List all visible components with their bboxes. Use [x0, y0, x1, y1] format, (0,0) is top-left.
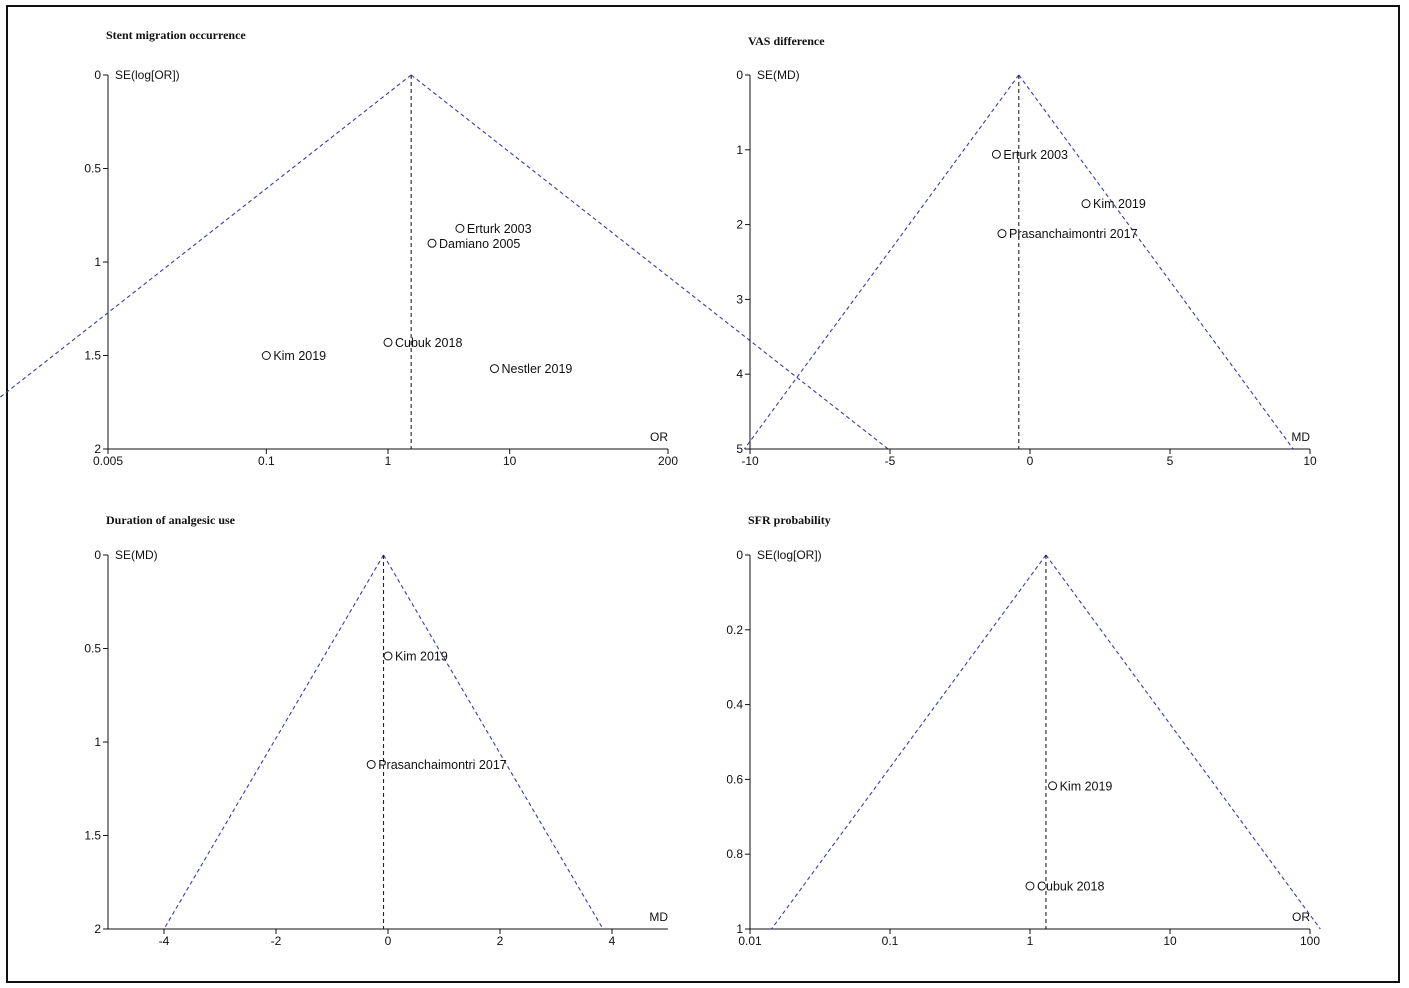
funnel-plot-sfr-probability: SFR probability 0 0.2 0.4 0.6 0.8 1 SE(log[OR])…	[726, 513, 1321, 948]
y-tick-label: 0.2	[726, 623, 743, 637]
y-tick-label: 2	[94, 442, 101, 456]
study-point	[1081, 199, 1091, 209]
figure-frame	[6, 5, 1400, 983]
x-tick-label: 5	[1167, 454, 1174, 468]
x-axis-label: OR	[650, 430, 668, 444]
study-point	[455, 223, 465, 233]
y-tick-label: 0	[736, 68, 743, 82]
funnel-plot-vas-difference: VAS difference 0 1 2 3 4 5 SE(MD) -10 -5 0 5 10 MD Ert…	[736, 34, 1317, 468]
x-axis-label: MD	[649, 910, 668, 924]
x-tick-label: 10	[1163, 934, 1177, 948]
y-tick-label: 1	[736, 143, 743, 157]
study-label: Erturk 2003	[1003, 148, 1068, 162]
funnel-right-limit	[410, 74, 889, 450]
x-tick-label: 0.1	[258, 454, 275, 468]
x-tick-label: 0.01	[738, 934, 762, 948]
y-tick-label: 2	[736, 218, 743, 232]
funnel-left-limit	[0, 74, 412, 399]
x-tick-label: 2	[497, 934, 504, 948]
y-tick-label: 0	[94, 548, 101, 562]
panel-title: VAS difference	[748, 34, 825, 48]
panel-title: SFR probability	[748, 513, 831, 527]
study-point	[383, 337, 393, 347]
study-point	[991, 149, 1001, 159]
y-tick-label: 3	[736, 292, 743, 306]
panel-title: Duration of analgesic use	[106, 513, 236, 527]
study-label: Prasanchaimontri 2017	[1009, 227, 1138, 241]
y-tick-label: 1.5	[84, 349, 101, 363]
study-point	[1025, 881, 1035, 891]
x-tick-label: 1	[1027, 934, 1034, 948]
x-tick-label: 0	[385, 934, 392, 948]
x-tick-label: 0	[1027, 454, 1034, 468]
x-tick-label: -2	[271, 934, 282, 948]
funnel-left-limit	[163, 554, 384, 930]
x-tick-label: 0.005	[93, 454, 123, 468]
y-tick-label: 0.6	[726, 772, 743, 786]
study-label: Cubuk 2018	[395, 336, 462, 350]
study-point	[997, 229, 1007, 239]
funnel-plot-analgesic-duration: Duration of analgesic use 0 0.5 1 1.5 2 SE(MD)…	[84, 513, 668, 948]
y-tick-label: 5	[736, 442, 743, 456]
funnel-right-limit	[1045, 554, 1321, 930]
study-point	[1048, 781, 1058, 791]
y-tick-label: 1	[94, 255, 101, 269]
x-tick-label: -4	[159, 934, 170, 948]
x-tick-label: -5	[885, 454, 896, 468]
x-tick-label: -10	[741, 454, 759, 468]
y-axis-label: SE(log[OR])	[757, 548, 822, 562]
funnel-right-limit	[383, 554, 604, 930]
x-tick-label: 0.1	[882, 934, 899, 948]
x-tick-label: 100	[1300, 934, 1320, 948]
funnel-plot-stent-migration: Stent migration occurrence 0 0.5 1 1.5 2 SE(lo…	[0, 28, 889, 468]
study-label: Kim 2019	[1093, 197, 1146, 211]
y-tick-label: 0.4	[726, 698, 743, 712]
study-point	[261, 351, 271, 360]
x-axis-label: MD	[1291, 430, 1310, 444]
study-label: Prasanchaimontri 2017	[378, 758, 507, 772]
y-axis-label: SE(MD)	[757, 68, 800, 82]
y-tick-label: 4	[736, 367, 743, 381]
y-tick-label: 1	[736, 922, 743, 936]
study-label: Nestler 2019	[501, 362, 572, 376]
y-tick-label: 1.5	[84, 829, 101, 843]
study-label: Kim 2019	[273, 349, 326, 363]
y-axis-label: SE(log[OR])	[115, 68, 180, 82]
study-point	[366, 759, 376, 769]
y-tick-label: 0.8	[726, 847, 743, 861]
y-tick-label: 0.5	[84, 642, 101, 656]
funnel-left-limit	[771, 554, 1047, 930]
study-point	[489, 364, 499, 374]
x-tick-label: 1	[385, 454, 392, 468]
study-label: Kim 2019	[395, 649, 448, 663]
y-tick-label: 0.5	[84, 162, 101, 176]
funnel-right-limit	[1018, 74, 1294, 450]
study-label: Cubuk 2018	[1037, 879, 1104, 893]
panel-title: Stent migration occurrence	[106, 28, 246, 42]
study-label: Kim 2019	[1060, 779, 1113, 793]
y-tick-label: 2	[94, 922, 101, 936]
study-label: Erturk 2003	[467, 222, 532, 236]
y-tick-label: 0	[736, 548, 743, 562]
x-tick-label: 10	[503, 454, 517, 468]
x-tick-label: 200	[658, 454, 678, 468]
x-axis-label: OR	[1292, 910, 1310, 924]
study-label: Damiano 2005	[439, 237, 520, 251]
study-point	[383, 651, 393, 661]
y-tick-label: 1	[94, 735, 101, 749]
y-tick-label: 0	[94, 68, 101, 82]
funnel-left-limit	[743, 74, 1020, 450]
y-axis-label: SE(MD)	[115, 548, 158, 562]
x-tick-label: 4	[609, 934, 616, 948]
x-tick-label: 10	[1303, 454, 1317, 468]
study-point	[427, 238, 437, 248]
